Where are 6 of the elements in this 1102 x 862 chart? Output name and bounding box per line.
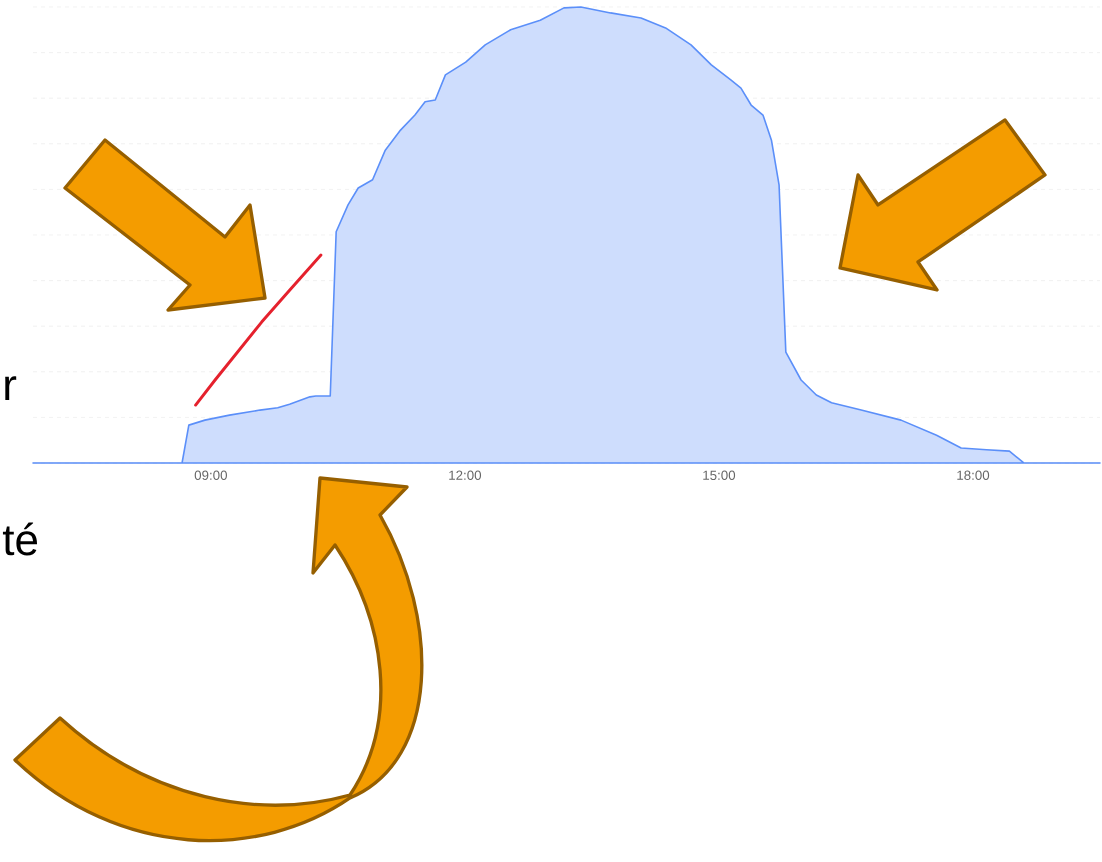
text: té <box>2 522 38 556</box>
x-tick-label: 15:00 <box>703 470 736 480</box>
x-tick-label: 12:00 <box>449 470 482 480</box>
text: r <box>5 376 17 400</box>
x-tick-label: 18:00 <box>957 470 990 480</box>
x-tick-label: 09:00 <box>194 470 228 480</box>
